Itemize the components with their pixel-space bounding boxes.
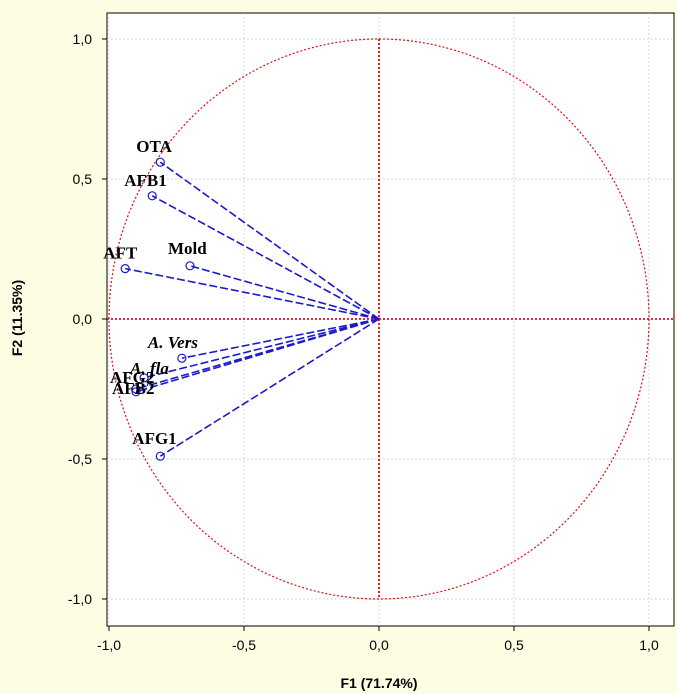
point-label: A. fla — [129, 359, 169, 378]
point-markers — [120, 157, 195, 461]
y-tick-label: 1,0 — [73, 31, 93, 47]
vector-line — [159, 318, 380, 457]
vector-line — [181, 318, 380, 359]
point-label: OTA — [136, 137, 172, 156]
vector-line — [135, 318, 380, 393]
vector-line — [143, 318, 380, 379]
point-label: AFG1 — [132, 429, 176, 448]
x-tick-label: -0,5 — [232, 637, 256, 653]
y-axis-title: F2 (11.35%) — [9, 280, 25, 356]
vector-line — [151, 195, 380, 320]
point-marker — [131, 387, 141, 397]
x-axis-title: F1 (71.74%) — [340, 675, 417, 691]
point-marker — [177, 353, 187, 363]
point-label: AFT — [103, 244, 138, 263]
point-marker — [131, 384, 141, 394]
unit-circle-path — [108, 38, 650, 600]
point-marker — [120, 264, 130, 274]
point-label: AFG2 — [110, 368, 154, 387]
x-tick-labels: -1,0 -0,5 0,0 0,5 1,0 — [97, 637, 659, 653]
vector-line — [159, 161, 380, 320]
unit-circle — [108, 38, 650, 600]
point-marker — [185, 261, 195, 271]
x-tick-label: 0,0 — [369, 637, 389, 653]
y-tick-label: -1,0 — [68, 591, 92, 607]
x-tick-label: 0,5 — [504, 637, 524, 653]
vector-lines — [125, 161, 380, 457]
point-label: AFB1 — [124, 171, 167, 190]
y-tick-label: 0,0 — [73, 311, 93, 327]
x-tick-label: -1,0 — [97, 637, 121, 653]
vector-line — [135, 318, 380, 390]
point-marker — [147, 191, 157, 201]
y-tick-label: 0,5 — [73, 171, 93, 187]
vector-line — [125, 267, 380, 320]
point-marker — [155, 157, 165, 167]
point-marker — [155, 451, 165, 461]
y-tick-labels: -1,0 -0,5 0,0 0,5 1,0 — [68, 31, 92, 607]
point-label: AFB2 — [112, 379, 155, 398]
point-marker — [139, 373, 149, 383]
point-label: A. Vers — [147, 333, 198, 352]
point-label: Mold — [168, 239, 207, 258]
y-tick-label: -0,5 — [68, 451, 92, 467]
x-tick-label: 1,0 — [639, 637, 659, 653]
